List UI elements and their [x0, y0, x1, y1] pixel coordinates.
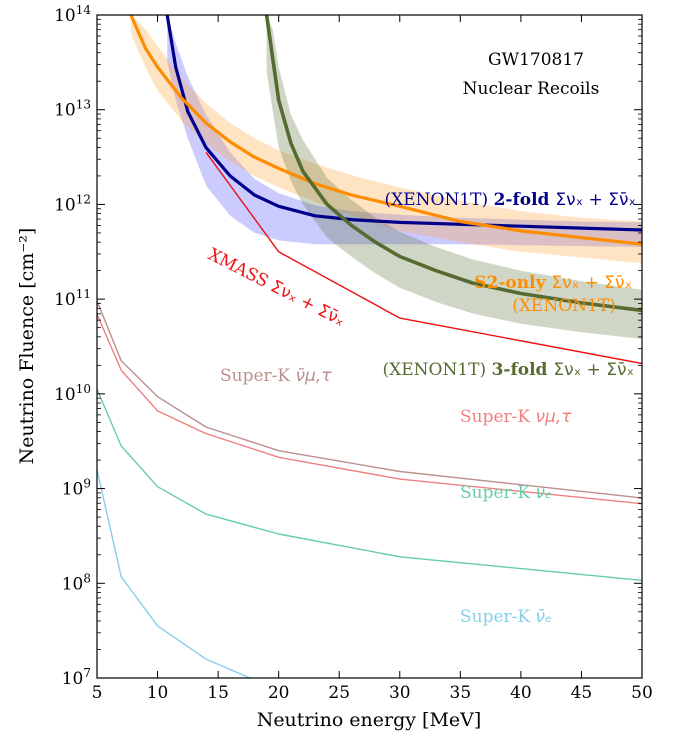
label-xmass: XMASS Σνₓ + Σν̄ₓ [205, 245, 348, 331]
line-superk-numutau [97, 314, 642, 505]
label-s2only-mode: S2-only [474, 273, 551, 293]
label-superk-experiment: Super-K [460, 607, 536, 627]
label-superk-flavor: νₑ [536, 483, 553, 503]
y-tick-base: 10 [62, 574, 84, 594]
y-tick-base: 10 [54, 6, 76, 26]
line-xenon-3fold [264, 15, 642, 313]
label-2fold-experiment: (XENON1T) [385, 190, 494, 210]
label-3fold-mode: 3-fold [492, 360, 554, 380]
y-tick-base: 10 [62, 480, 84, 500]
y-tick-exponent: 10 [76, 382, 91, 396]
y-tick-label: 1011 [54, 287, 91, 310]
y-axis-label: Neutrino Fluence [cm⁻²] [16, 228, 38, 465]
line-superk-nue [97, 388, 642, 582]
y-tick-exponent: 7 [83, 666, 91, 680]
y-tick-label: 1014 [54, 3, 91, 26]
y-tick-base: 10 [54, 195, 76, 215]
label-2fold-mode: 2-fold [494, 190, 556, 210]
x-axis-label: Neutrino energy [MeV] [257, 709, 482, 731]
line-superk-nue-bar [97, 469, 252, 678]
label-superk-flavor: ν̄ₑ [536, 607, 553, 627]
label-s2only-experiment: (XENON1T) [512, 296, 616, 316]
label-xenon-3fold: (XENON1T) 3-fold Σνₓ + Σν̄ₓ [383, 360, 634, 380]
y-tick-label: 1010 [54, 382, 91, 405]
y-tick-base: 10 [54, 290, 76, 310]
line-xmass [205, 151, 642, 365]
x-axis-ticks: 5 10 15 20 25 30 35 40 45 50 [92, 15, 653, 703]
y-tick-label: 107 [62, 666, 91, 689]
chart-title: GW170817 [488, 50, 584, 70]
x-tick-label: 15 [207, 683, 229, 703]
x-tick-label: 35 [450, 683, 472, 703]
y-tick-exponent: 8 [83, 571, 91, 585]
band-xenon-3fold [266, 15, 642, 339]
label-superk-numutau: Super-K νμ,τ [460, 407, 572, 427]
label-superk-flavor: νμ,τ [536, 407, 573, 427]
label-3fold-flavor: Σνₓ + Σν̄ₓ [553, 360, 634, 380]
label-superk-nue: Super-K νₑ [460, 483, 552, 503]
x-tick-label: 30 [389, 683, 411, 703]
y-tick-base: 10 [62, 669, 84, 689]
y-tick-label: 108 [62, 571, 91, 594]
x-tick-label: 50 [631, 683, 653, 703]
y-tick-label: 109 [62, 477, 91, 500]
y-tick-exponent: 13 [76, 98, 91, 112]
band-xenon-2fold [167, 15, 642, 247]
line-xenon-s2only [129, 15, 642, 246]
chart-subtitle: Nuclear Recoils [463, 79, 600, 99]
y-tick-exponent: 9 [83, 477, 91, 491]
y-tick-exponent: 14 [76, 3, 92, 17]
x-tick-label: 5 [92, 683, 103, 703]
x-tick-label: 45 [571, 683, 593, 703]
y-tick-exponent: 12 [76, 192, 91, 206]
y-tick-label: 1013 [54, 98, 91, 121]
x-tick-label: 10 [147, 683, 169, 703]
label-superk-flavor: ν̄μ,τ [296, 366, 333, 386]
label-3fold-experiment: (XENON1T) [383, 360, 492, 380]
label-xenon-2fold: (XENON1T) 2-fold Σνₓ + Σν̄ₓ [385, 190, 636, 210]
x-tick-label: 25 [328, 683, 350, 703]
label-2fold-flavor: Σνₓ + Σν̄ₓ [555, 190, 636, 210]
label-superk-experiment: Super-K [460, 407, 536, 427]
label-superk-nue-bar: Super-K ν̄ₑ [460, 607, 552, 627]
series-lines [97, 15, 642, 678]
x-tick-label: 40 [510, 683, 532, 703]
y-tick-base: 10 [54, 385, 76, 405]
x-tick-label: 20 [268, 683, 290, 703]
y-tick-exponent: 11 [76, 287, 91, 301]
label-superk-numutau-bar: Super-K ν̄μ,τ [220, 366, 332, 386]
y-tick-label: 1012 [54, 192, 91, 215]
label-superk-experiment: Super-K [220, 366, 296, 386]
label-s2only-flavor: Σνₓ + Σν̄ₓ [551, 273, 632, 293]
label-superk-experiment: Super-K [460, 483, 536, 503]
label-xmass-flavor: Σνₓ + Σν̄ₓ [267, 276, 348, 330]
y-tick-base: 10 [54, 101, 76, 121]
line-xenon-2fold [165, 15, 642, 232]
plot-frame [96, 14, 643, 679]
label-xmass-experiment: XMASS [205, 245, 277, 295]
line-superk-numutau-bar [97, 300, 642, 499]
label-xenon-s2only: S2-only Σνₓ + Σν̄ₓ [474, 273, 632, 293]
